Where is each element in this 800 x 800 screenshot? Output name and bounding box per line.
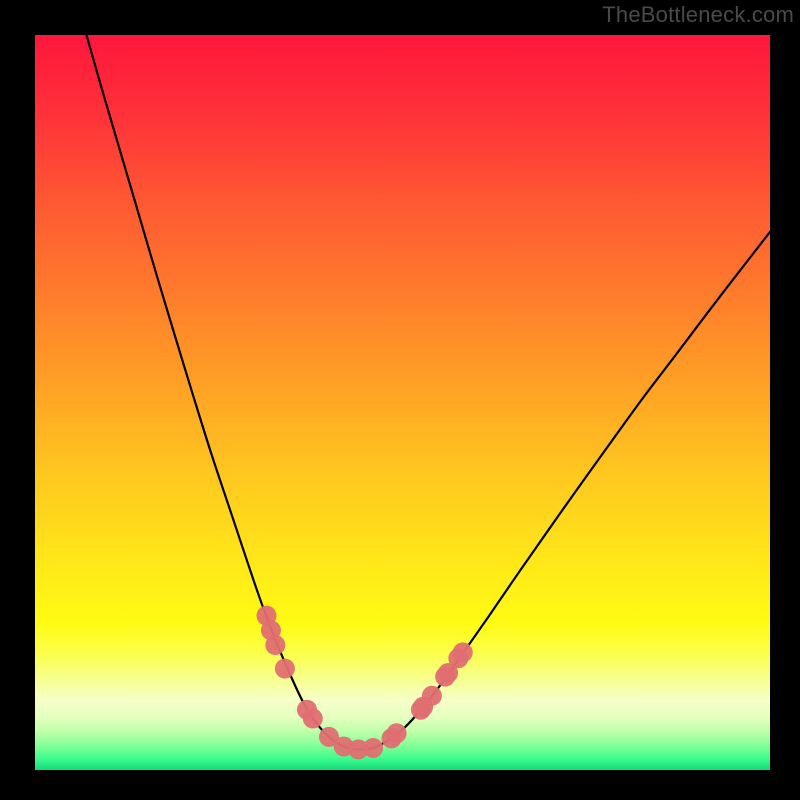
marker-dot [422,686,442,706]
watermark-text: TheBottleneck.com [602,2,794,28]
marker-dot [387,723,407,743]
marker-dot [265,635,285,655]
marker-dot [275,659,295,679]
marker-dot [453,642,473,662]
plot-background [35,35,770,770]
marker-dot [303,709,323,729]
chart-svg [0,0,800,800]
chart-root: TheBottleneck.com [0,0,800,800]
marker-dot [363,738,383,758]
